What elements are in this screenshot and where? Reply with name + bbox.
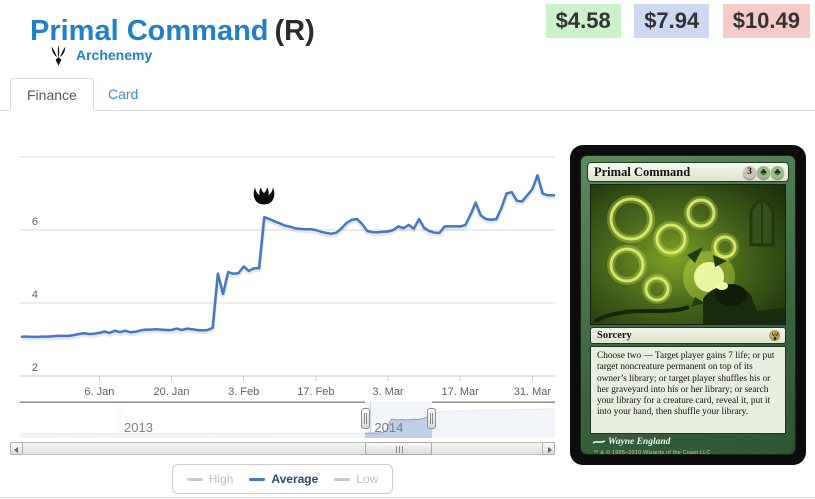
legend-dash-icon xyxy=(249,477,266,481)
set-link[interactable]: Archenemy xyxy=(76,47,153,63)
price-badge-mid: $7.94 xyxy=(634,4,710,38)
archenemy-set-icon xyxy=(51,44,66,66)
chart-legend: High Average Low xyxy=(10,464,555,494)
price-badge-high: $10.49 xyxy=(722,4,810,38)
legend-label: Average xyxy=(271,472,319,486)
generic-mana-icon: 3 xyxy=(743,165,756,179)
legend-item-high[interactable]: High xyxy=(186,472,234,486)
scrollbar-left-button[interactable] xyxy=(10,442,23,455)
chart-scrollbar xyxy=(10,442,555,456)
rarity-suffix: (R) xyxy=(274,15,315,48)
svg-text:2: 2 xyxy=(32,362,38,374)
svg-text:2014: 2014 xyxy=(374,420,403,435)
legend-item-low[interactable]: Low xyxy=(334,472,378,486)
legend-label: High xyxy=(208,472,234,486)
right-arrow-icon xyxy=(548,446,552,453)
legend-dash-icon xyxy=(334,477,351,481)
card-artist-line: Wayne England xyxy=(593,437,670,447)
card-title: Primal Command xyxy=(594,164,691,179)
navigator-right-handle[interactable] xyxy=(427,408,437,429)
card-rules-text: Choose two — Target player gains 7 life;… xyxy=(590,346,786,434)
chart-navigator[interactable]: 2013 2014 xyxy=(10,401,555,441)
artist-brush-icon xyxy=(593,440,605,444)
mana-cost: 3 ♣ ♣ xyxy=(743,165,788,179)
scrollbar-right-button[interactable] xyxy=(542,442,555,455)
price-badges: $4.58 $7.94 $10.49 xyxy=(537,4,810,38)
svg-text:20. Jan: 20. Jan xyxy=(153,386,189,398)
card-frame: Primal Command 3 ♣ ♣ xyxy=(580,155,796,456)
price-spike-flame-icon xyxy=(253,186,275,206)
left-arrow-icon xyxy=(14,446,18,453)
tab-card[interactable]: Card xyxy=(108,86,139,102)
scrollbar-track[interactable] xyxy=(10,442,555,455)
tab-finance[interactable]: Finance xyxy=(10,78,94,111)
card-art xyxy=(590,184,786,325)
scrollbar-thumb[interactable] xyxy=(365,442,432,455)
card-copyright: ™ & © 1995–2010 Wizards of the Coast LLC xyxy=(593,450,711,456)
svg-text:4: 4 xyxy=(32,289,38,301)
legend-label: Low xyxy=(356,472,379,486)
page-title: Primal Command (R) xyxy=(30,15,315,48)
card-typebar: Sorcery xyxy=(590,327,786,344)
svg-text:6. Jan: 6. Jan xyxy=(84,386,114,398)
svg-text:17. Mar: 17. Mar xyxy=(442,386,480,398)
price-chart: 6 4 2 6. Jan 20. Jan 3. Feb 17. Feb 3. Mar 17. M… xyxy=(10,126,555,499)
card-name-link[interactable]: Primal Command xyxy=(30,15,269,48)
svg-text:17. Feb: 17. Feb xyxy=(297,386,334,398)
green-mana-icon: ♣ xyxy=(757,165,770,179)
legend-item-average[interactable]: Average xyxy=(249,472,318,486)
card-titlebar: Primal Command 3 ♣ ♣ xyxy=(587,162,789,182)
svg-text:31. Mar: 31. Mar xyxy=(514,386,552,398)
legend-dash-icon xyxy=(186,477,203,481)
svg-text:3. Mar: 3. Mar xyxy=(372,386,404,398)
set-row: Archenemy xyxy=(50,44,152,66)
green-mana-icon: ♣ xyxy=(771,165,784,179)
card-type-line: Sorcery xyxy=(597,330,632,341)
navigator-left-handle[interactable] xyxy=(360,408,370,429)
average-series-line xyxy=(20,174,555,339)
svg-text:6: 6 xyxy=(32,216,38,228)
svg-text:3. Feb: 3. Feb xyxy=(228,386,259,398)
tab-bar: Finance Card xyxy=(0,78,815,111)
price-history-plot[interactable]: 6 4 2 6. Jan 20. Jan 3. Feb 17. Feb 3. Mar 17. M… xyxy=(10,126,555,398)
card-set-symbol-icon xyxy=(769,330,780,341)
price-badge-low: $4.58 xyxy=(545,4,621,38)
card-image: Primal Command 3 ♣ ♣ xyxy=(570,145,806,465)
svg-text:2013: 2013 xyxy=(124,420,153,435)
bottom-divider xyxy=(0,497,815,498)
